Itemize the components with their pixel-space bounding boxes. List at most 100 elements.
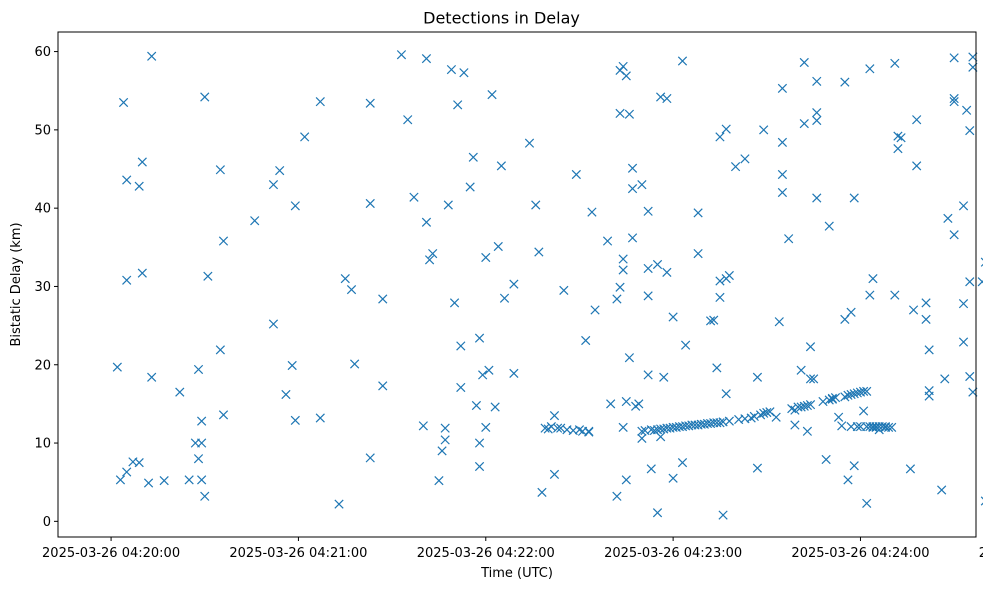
data-point: [908, 305, 919, 315]
data-point: [218, 410, 229, 420]
data-point: [465, 182, 475, 192]
x-tick-label: 2025-03-26 04:23:00: [604, 546, 742, 561]
data-point: [643, 263, 653, 274]
x-tick-label: 2025-03-26 04:24:00: [791, 546, 929, 561]
data-point: [403, 115, 413, 125]
data-point: [896, 133, 906, 143]
data-point: [721, 389, 731, 399]
data-point: [712, 363, 722, 373]
data-point: [559, 285, 569, 295]
data-point: [509, 279, 519, 289]
data-point: [958, 337, 969, 347]
data-point: [437, 446, 447, 456]
data-point: [396, 50, 407, 60]
data-point: [715, 418, 725, 428]
data-point: [656, 92, 666, 102]
data-point: [112, 362, 122, 372]
data-point: [759, 125, 769, 135]
data-point: [443, 200, 453, 210]
data-point: [637, 433, 647, 443]
data-point: [662, 267, 672, 277]
data-point: [621, 475, 631, 485]
y-axis-label: Bistatic Delay (km): [9, 222, 24, 346]
data-point: [549, 469, 560, 479]
data-point: [618, 61, 628, 72]
data-points-layer: [112, 50, 983, 520]
data-point: [715, 292, 725, 303]
data-point: [693, 208, 703, 218]
x-tick-label: 2025-03-26 04:21:00: [229, 546, 367, 561]
data-point: [858, 406, 869, 416]
data-point: [890, 290, 900, 300]
data-point: [493, 241, 503, 252]
data-point: [746, 413, 756, 423]
data-point: [921, 314, 931, 324]
data-point: [618, 265, 628, 275]
data-point: [590, 305, 600, 315]
data-point: [428, 248, 438, 259]
data-point: [709, 315, 719, 325]
data-point: [537, 487, 547, 497]
data-point: [849, 389, 859, 399]
data-point: [624, 109, 635, 119]
data-point: [365, 453, 375, 463]
data-point: [643, 370, 653, 380]
data-point: [378, 294, 388, 304]
x-tick-label: 2025-03-26 04:22:00: [417, 546, 555, 561]
data-point: [809, 374, 819, 384]
data-point: [965, 371, 975, 382]
data-point: [481, 422, 491, 433]
data-point: [615, 108, 625, 119]
data-point: [637, 180, 647, 190]
data-point: [843, 475, 853, 485]
data-point: [730, 162, 741, 172]
data-point: [643, 291, 653, 301]
data-point: [821, 454, 831, 465]
data-point: [890, 58, 900, 68]
data-point: [456, 382, 466, 393]
data-point: [905, 464, 916, 474]
data-point: [440, 423, 450, 433]
data-point: [812, 115, 822, 126]
plot-area-frame: [57, 31, 977, 538]
data-point: [724, 270, 734, 281]
data-point: [122, 275, 132, 285]
data-point: [474, 438, 485, 448]
data-point: [424, 255, 435, 265]
data-point: [197, 475, 207, 485]
data-point: [830, 393, 841, 403]
data-point: [456, 341, 466, 351]
data-point: [796, 402, 806, 412]
data-point: [200, 491, 210, 501]
data-point: [668, 312, 678, 322]
data-point: [440, 435, 450, 445]
data-point: [137, 268, 147, 278]
y-tick-label: 0: [43, 515, 51, 530]
data-point: [680, 340, 691, 350]
data-point: [627, 163, 638, 173]
data-point: [949, 53, 959, 63]
data-point: [893, 144, 903, 154]
data-point: [484, 365, 494, 375]
data-point: [621, 71, 631, 81]
data-point: [812, 193, 822, 203]
data-point: [275, 165, 285, 176]
data-point: [802, 426, 813, 436]
data-point: [652, 259, 663, 270]
data-point: [949, 93, 959, 104]
data-point: [556, 423, 566, 433]
data-point: [137, 157, 147, 167]
data-point: [378, 381, 388, 391]
data-point: [949, 230, 959, 240]
data-point: [478, 370, 488, 380]
y-tick-label: 30: [34, 280, 51, 295]
data-point: [846, 389, 856, 400]
data-point: [624, 353, 635, 363]
data-point: [200, 92, 210, 102]
data-point: [118, 97, 129, 108]
data-point: [268, 180, 279, 190]
y-tick-label: 50: [34, 123, 51, 138]
data-point: [524, 138, 535, 148]
data-point: [468, 152, 478, 162]
data-point: [759, 408, 769, 418]
